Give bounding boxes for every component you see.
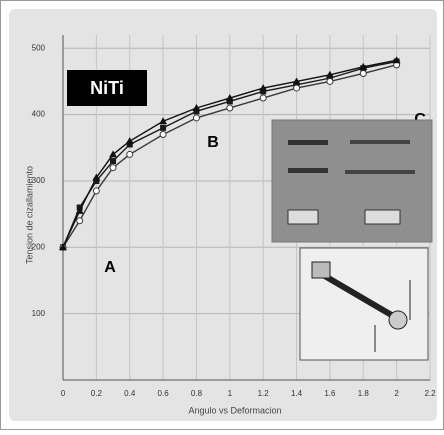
inset-diagram (299, 247, 429, 361)
marker (110, 158, 117, 165)
label-box (67, 70, 147, 106)
x-tick-label: 0.6 (158, 389, 170, 398)
x-tick-label: 1.8 (358, 389, 370, 398)
marker (92, 187, 100, 195)
marker (192, 114, 200, 122)
marker (126, 150, 134, 158)
marker (92, 173, 101, 181)
marker (109, 150, 118, 158)
marker (159, 117, 168, 125)
marker (260, 88, 267, 95)
marker (159, 131, 167, 139)
marker (192, 103, 201, 111)
marker (292, 77, 301, 85)
x-tick-label: 0.8 (191, 389, 203, 398)
x-tick-label: 1 (228, 389, 233, 398)
y-tick-label: 100 (32, 309, 46, 318)
x-tick-label: 2.2 (424, 389, 436, 398)
x-tick-label: 0.2 (91, 389, 103, 398)
marker (125, 137, 134, 145)
marker (75, 206, 84, 214)
marker (259, 94, 267, 102)
marker (392, 56, 401, 64)
marker (76, 217, 84, 225)
marker (293, 84, 301, 92)
marker (326, 77, 334, 85)
marker (126, 141, 133, 148)
marker (325, 70, 334, 78)
point-label: A (104, 259, 116, 276)
y-tick-label: 300 (32, 176, 46, 185)
y-tick-label: 400 (32, 110, 46, 119)
plot: 100 200 300 400 500 0 0.2 0.4 0.6 0.8 1 1.2 1.4 1.6 1.… (32, 35, 436, 398)
x-tick-label: 0 (61, 389, 66, 398)
marker (160, 124, 167, 131)
marker (226, 104, 234, 112)
material-label: NiTi (90, 78, 124, 98)
marker (93, 177, 100, 184)
x-tick-label: 1.6 (324, 389, 336, 398)
marker (193, 108, 200, 115)
marker (226, 98, 233, 105)
y-axis-label: Tension de cizallamiento (24, 166, 34, 264)
x-tick-label: 1.2 (258, 389, 270, 398)
marker (359, 69, 367, 77)
x-axis-label: Angulo vs Deformacion (188, 405, 281, 415)
x-tick-label: 2 (394, 389, 399, 398)
inset-photo (271, 119, 433, 243)
marker (59, 243, 67, 251)
marker (359, 62, 368, 70)
point-label: B (207, 134, 219, 151)
marker (259, 84, 268, 92)
marker (109, 164, 117, 172)
y-tick-label: 500 (32, 43, 46, 52)
x-tick-label: 1.4 (291, 389, 303, 398)
y-tick-label: 200 (32, 242, 46, 251)
x-tick-label: 0.4 (124, 389, 136, 398)
marker (225, 94, 234, 102)
